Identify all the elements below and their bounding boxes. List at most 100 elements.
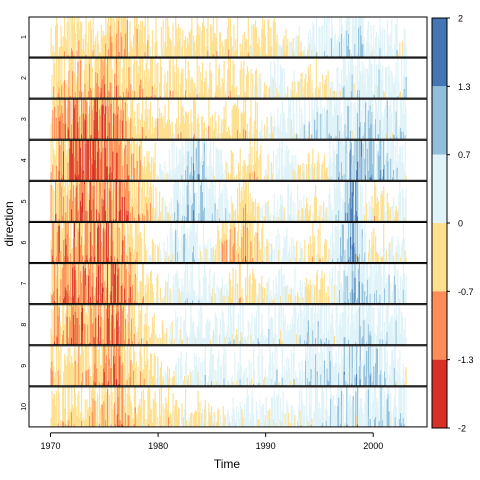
horizon-bar <box>380 99 382 140</box>
horizon-bar <box>355 17 357 57</box>
horizon-bar <box>346 74 348 99</box>
horizon-bar <box>196 224 198 263</box>
horizon-bar <box>118 304 120 345</box>
horizon-bar <box>71 48 73 57</box>
horizon-bar <box>124 58 126 99</box>
horizon-bar <box>351 130 353 140</box>
horizon-bar <box>230 298 232 304</box>
horizon-bar <box>212 141 214 181</box>
horizon-bar <box>366 351 368 386</box>
horizon-bar <box>379 48 381 57</box>
horizon-bar <box>120 222 122 263</box>
horizon-bar <box>168 119 171 140</box>
horizon-bar <box>73 108 76 140</box>
horizon-bar <box>87 259 89 263</box>
horizon-bar <box>76 140 78 181</box>
horizon-bar <box>367 110 370 140</box>
horizon-bar <box>71 17 73 57</box>
horizon-bar <box>303 257 305 263</box>
horizon-bar <box>53 393 55 427</box>
horizon-bar <box>349 198 351 222</box>
horizon-bar <box>347 383 349 386</box>
horizon-bar <box>290 41 292 57</box>
horizon-bar <box>311 99 313 140</box>
horizon-bar <box>63 99 66 140</box>
horizon-bar <box>272 215 275 222</box>
horizon-bar <box>97 372 99 386</box>
horizon-bar <box>55 165 58 181</box>
horizon-bar <box>239 148 241 181</box>
horizon-bar <box>379 140 381 181</box>
horizon-bar <box>86 369 88 386</box>
horizon-bar <box>199 330 201 345</box>
horizon-bar <box>176 415 179 427</box>
horizon-bar <box>97 300 99 304</box>
horizon-bar <box>228 50 231 57</box>
horizon-bar <box>324 213 327 222</box>
horizon-bar <box>327 113 329 140</box>
horizon-bar <box>90 158 93 181</box>
horizon-bar <box>278 45 280 57</box>
horizon-bar <box>357 424 359 427</box>
horizon-bar <box>56 288 58 304</box>
horizon-bar <box>347 386 349 427</box>
horizon-bar <box>101 283 103 304</box>
horizon-bar <box>89 269 91 304</box>
horizon-bar <box>157 356 159 386</box>
horizon-bar <box>139 313 141 345</box>
horizon-bar <box>133 167 136 181</box>
horizon-bar <box>229 18 231 57</box>
horizon-bar <box>300 291 302 304</box>
horizon-bar <box>210 26 213 57</box>
horizon-bar <box>383 164 386 181</box>
horizon-bar <box>186 298 188 304</box>
horizon-bar <box>132 48 134 57</box>
horizon-bar <box>227 131 229 140</box>
horizon-bar <box>389 104 391 140</box>
horizon-bar <box>330 37 332 57</box>
horizon-bar <box>254 369 256 386</box>
horizon-bar <box>264 203 266 222</box>
horizon-bar <box>329 178 331 181</box>
horizon-bar <box>256 337 258 345</box>
horizon-bar <box>52 45 54 57</box>
horizon-bar <box>400 128 402 140</box>
horizon-bar <box>205 127 207 140</box>
horizon-bar <box>100 106 102 140</box>
horizon-bar <box>174 338 176 345</box>
horizon-bar <box>100 263 102 304</box>
horizon-bar <box>279 418 281 427</box>
horizon-bar <box>82 350 84 386</box>
horizon-bar <box>397 209 399 222</box>
horizon-bar <box>121 307 123 345</box>
horizon-bar <box>96 82 98 99</box>
horizon-bar <box>293 410 295 427</box>
horizon-bar <box>120 263 122 304</box>
horizon-bar <box>204 134 206 140</box>
horizon-bar <box>175 89 177 99</box>
horizon-bar <box>280 131 283 140</box>
horizon-bar <box>337 222 339 263</box>
horizon-bar <box>202 93 205 99</box>
horizon-bar <box>374 165 376 181</box>
horizon-bar <box>121 150 123 181</box>
horizon-bar <box>69 58 71 99</box>
horizon-bar <box>239 247 241 263</box>
horizon-bar <box>289 259 292 263</box>
horizon-bar <box>254 316 256 345</box>
horizon-bar <box>79 222 81 263</box>
horizon-bar <box>262 379 265 386</box>
horizon-bar <box>61 140 63 181</box>
horizon-bar <box>291 406 293 427</box>
horizon-bar <box>236 371 239 386</box>
horizon-bar <box>136 418 138 427</box>
horizon-bar <box>107 49 110 57</box>
horizon-bar <box>401 280 404 304</box>
horizon-bar <box>64 142 67 181</box>
horizon-bar <box>392 140 394 181</box>
horizon-bar <box>105 148 107 181</box>
horizon-bar <box>257 338 259 345</box>
horizon-bar <box>325 368 327 386</box>
horizon-bar <box>208 285 210 304</box>
